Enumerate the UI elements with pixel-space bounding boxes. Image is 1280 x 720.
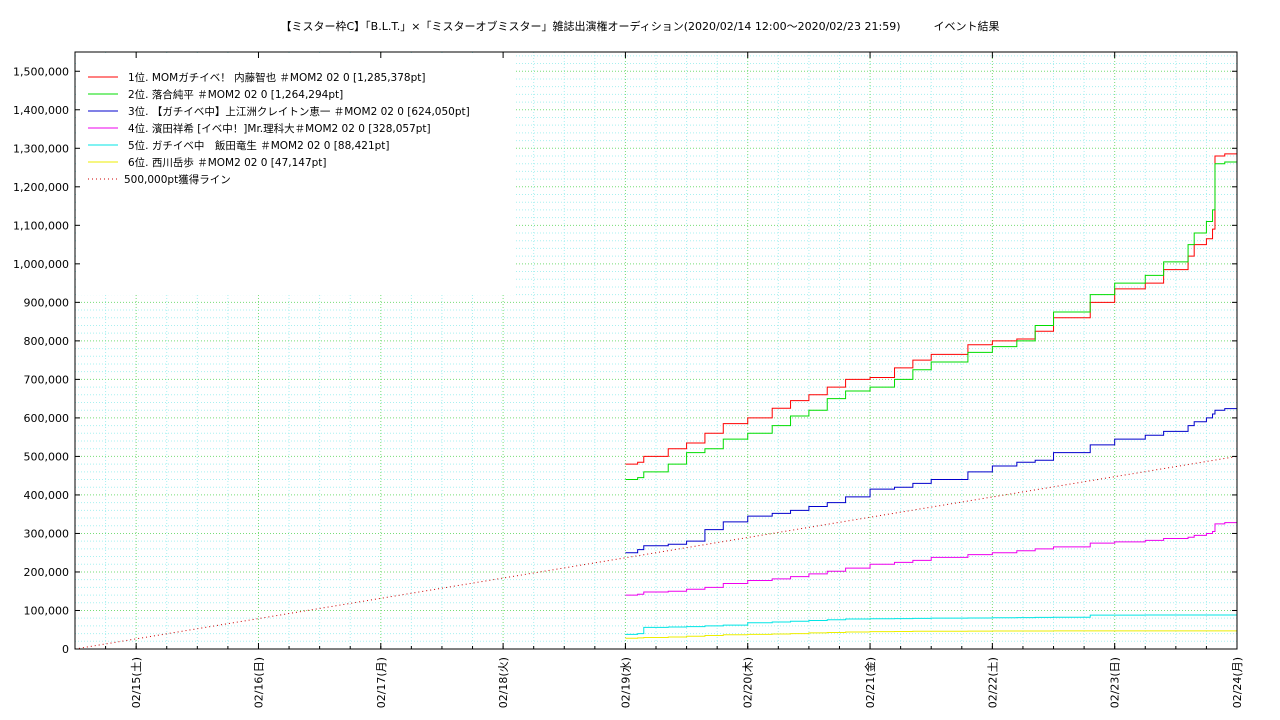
y-tick-label: 900,000 (24, 296, 70, 309)
y-tick-label: 1,300,000 (13, 142, 69, 155)
legend-label-6: 6位. 西川岳歩 ＃MOM2 02 0 [47,147pt] (128, 156, 327, 169)
y-tick-label: 100,000 (24, 604, 70, 617)
y-tick-label: 700,000 (24, 373, 70, 386)
y-tick-label: 300,000 (24, 527, 70, 540)
x-tick-label: 02/21(金) (863, 657, 877, 708)
x-tick-label: 02/17(月) (375, 657, 388, 708)
x-tick-label: 02/15(土) (130, 657, 143, 708)
y-tick-label: 600,000 (24, 412, 70, 425)
y-tick-label: 0 (62, 643, 69, 656)
y-tick-label: 400,000 (24, 489, 70, 502)
series-line-3 (625, 408, 1237, 554)
series-lines-layer (74, 153, 1238, 650)
series-line-1 (625, 153, 1237, 465)
series-line-6 (625, 630, 1237, 639)
y-tick-label: 1,400,000 (13, 104, 69, 117)
chart-title: 【ミスター枠C】「B.L.T.」×「ミスターオブミスター」雑誌出演権オーディショ… (280, 20, 1000, 33)
axes: 0 100,000 200,000 300,000 400,000 500,000 600,… (13, 51, 1244, 708)
y-tick-label: 500,000 (24, 450, 70, 463)
legend-label-3: 3位. 【ガチイベ中】上江洲クレイトン恵一 ＃MOM2 02 0 [624,05… (128, 105, 470, 118)
y-tick-label: 800,000 (24, 335, 70, 348)
legend-label-1: 1位. MOMガチイベ！ 内藤智也 ＃MOM2 02 0 [1,285,378p… (128, 71, 425, 84)
x-tick-label: 02/23(日) (1109, 657, 1122, 708)
y-tick-label: 1,000,000 (13, 258, 69, 271)
legend-label-4: 4位. 濱田祥希 [イベ中！]Mr.理科大＃MOM2 02 0 [328,057… (128, 122, 431, 135)
series-line-7 (74, 455, 1238, 650)
y-tick-label: 200,000 (24, 566, 70, 579)
x-tick-label: 02/19(水) (619, 657, 632, 708)
x-tick-label: 02/16(日) (252, 657, 265, 708)
series-line-4 (625, 522, 1237, 596)
legend-label-7: 500,000pt獲得ライン (124, 173, 231, 186)
y-tick-label: 1,100,000 (13, 219, 69, 232)
series-line-2 (625, 161, 1237, 481)
x-tick-label: 02/20(木) (742, 657, 755, 708)
y-tick-label: 1,500,000 (13, 65, 69, 78)
x-tick-label: 02/22(土) (986, 657, 999, 708)
x-tick-label: 02/18(火) (497, 657, 510, 708)
legend-background (78, 55, 514, 295)
y-tick-label: 1,200,000 (13, 181, 69, 194)
x-tick-label: 02/24(月) (1231, 657, 1244, 708)
legend-label-2: 2位. 落合純平 ＃MOM2 02 0 [1,264,294pt] (128, 88, 343, 101)
legend-label-5: 5位. ガチイベ中 飯田竜生 ＃MOM2 02 0 [88,421pt] (128, 139, 390, 152)
series-line-5 (625, 614, 1237, 635)
legend: 1位. MOMガチイベ！ 内藤智也 ＃MOM2 02 0 [1,285,378p… (78, 55, 514, 295)
